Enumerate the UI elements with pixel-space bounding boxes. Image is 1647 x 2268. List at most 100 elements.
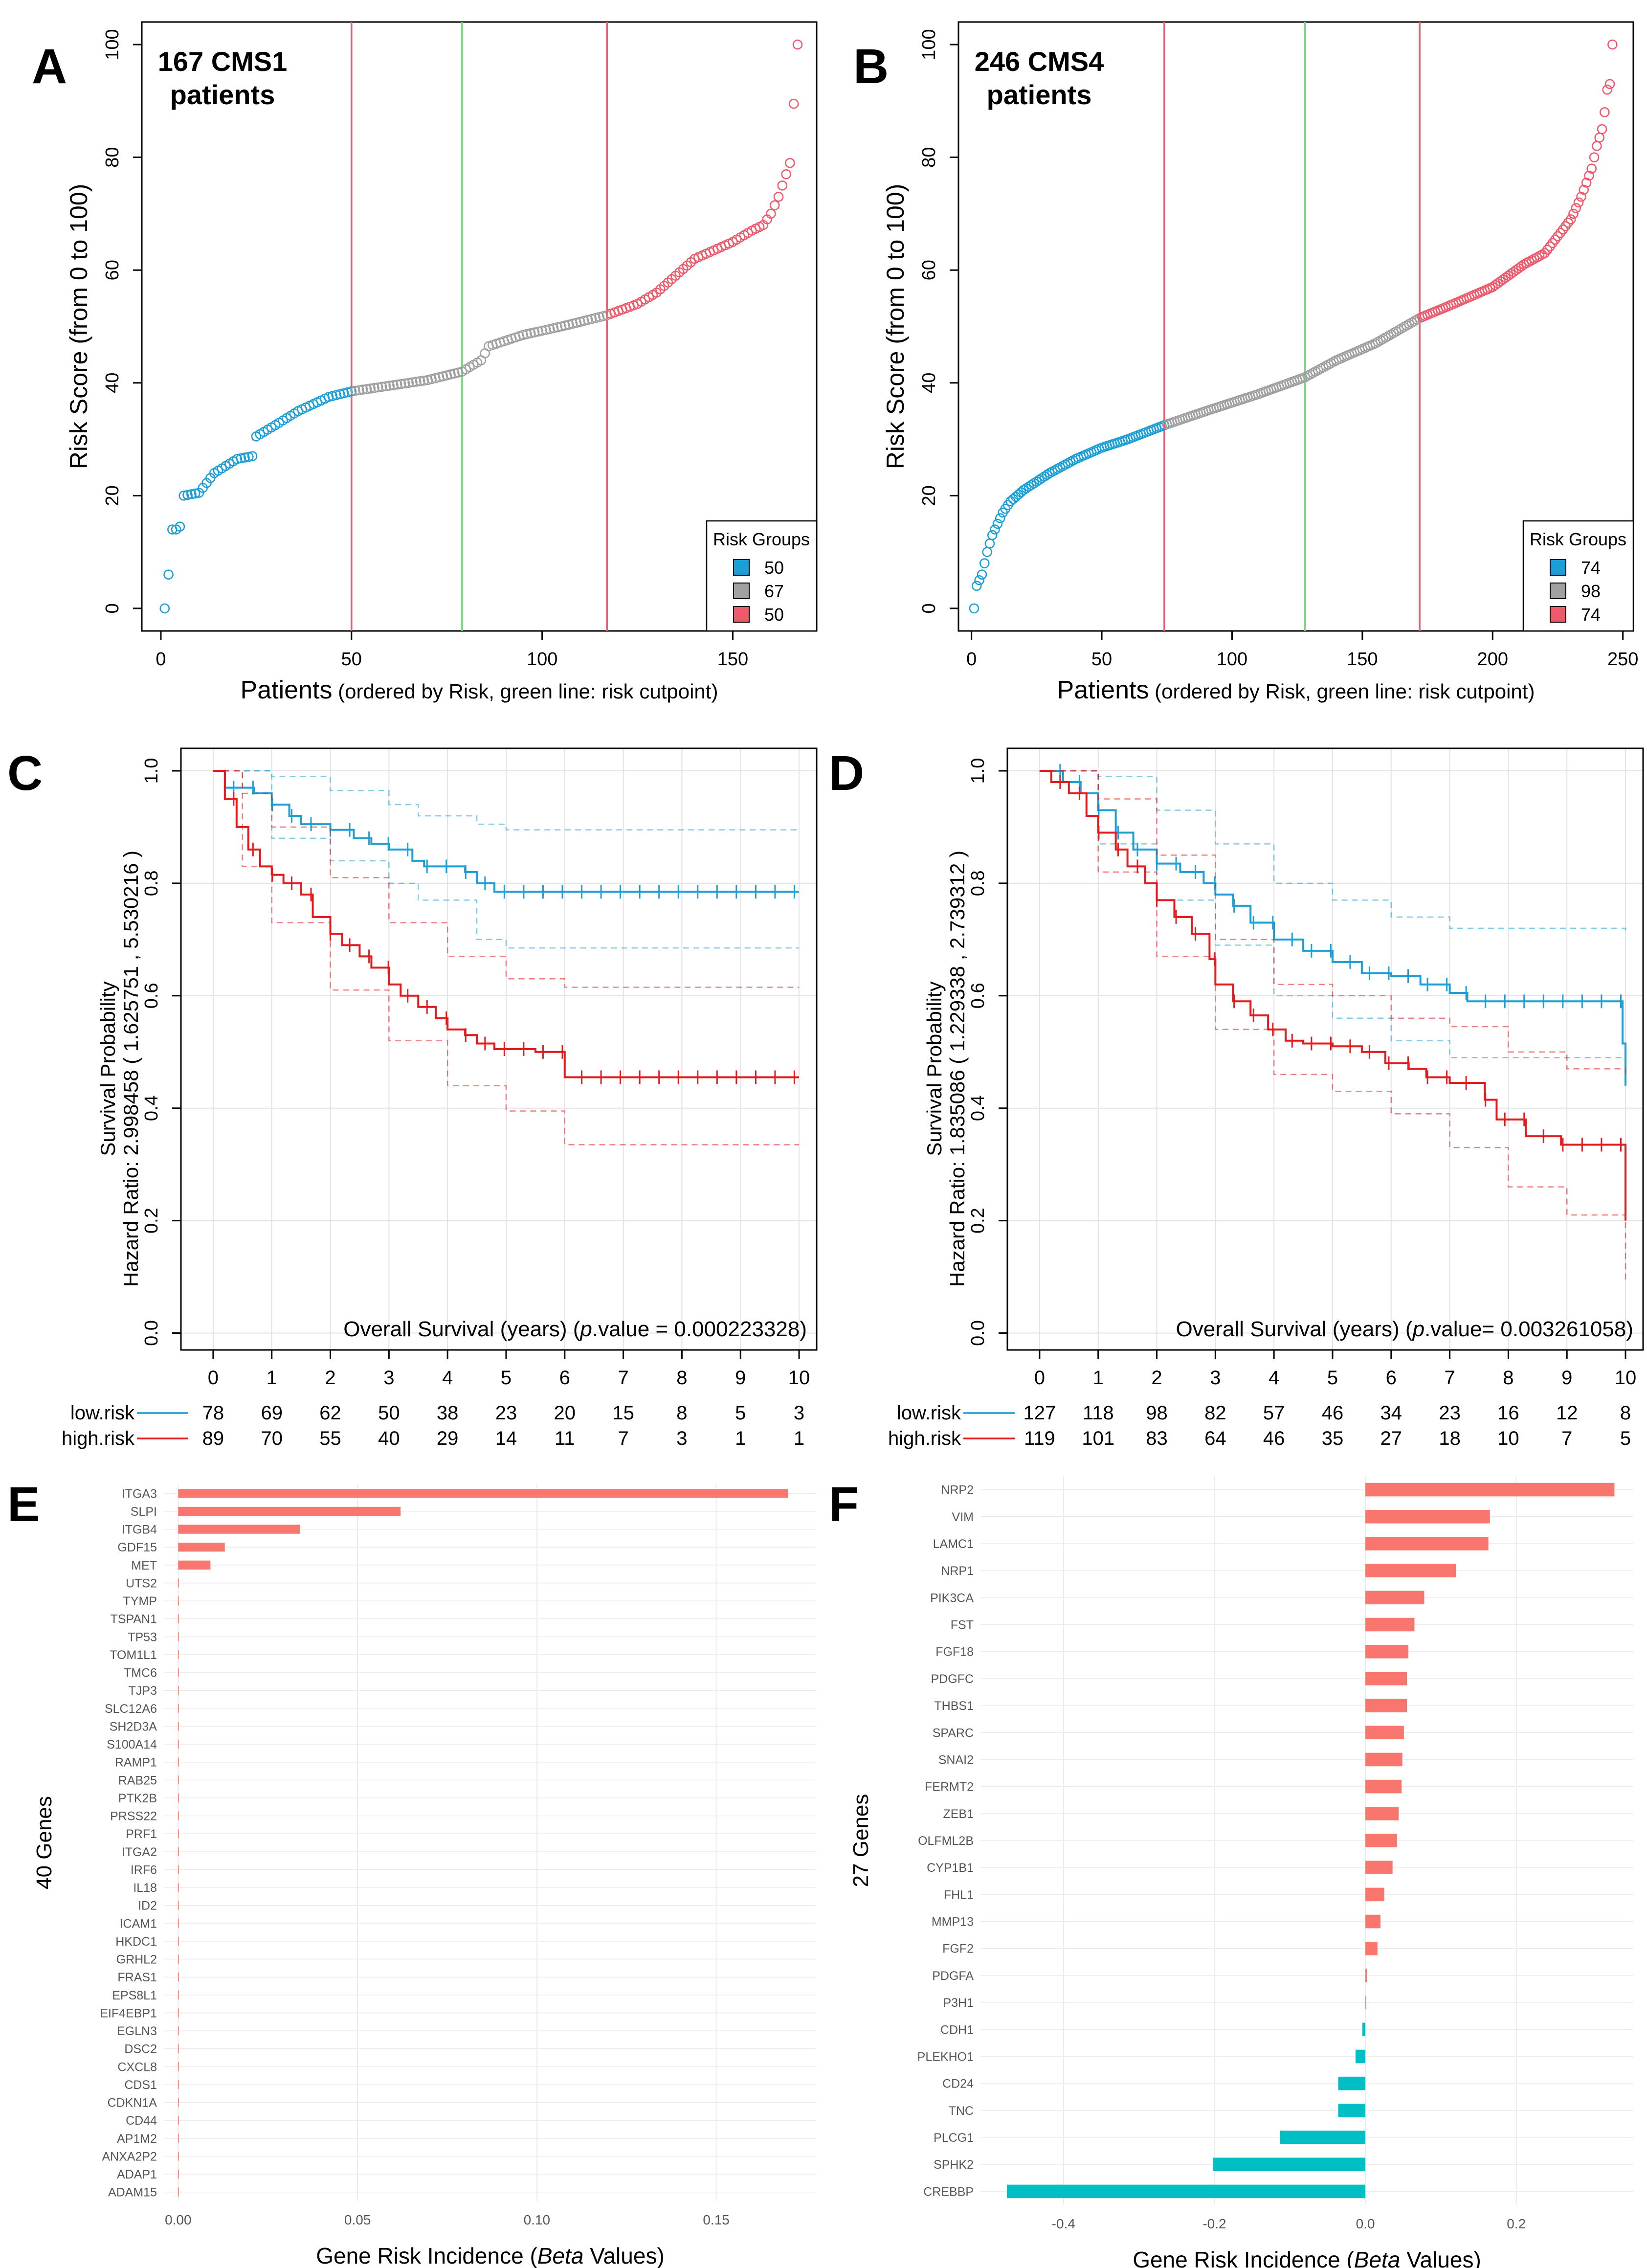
legend-title: Risk Groups [713, 529, 810, 549]
risk-table-count: 23 [1439, 1402, 1461, 1424]
risk-score-point [1584, 170, 1594, 181]
x-axis-label-part: p [579, 1317, 592, 1341]
bar [178, 2080, 179, 2089]
bar [1365, 1726, 1404, 1740]
risk-score-point [1602, 85, 1613, 95]
bar [1365, 1644, 1409, 1659]
bar [178, 2062, 179, 2071]
high.risk-ci-upper [1039, 770, 1626, 1075]
risk-score-point [1592, 141, 1602, 151]
legend-box [706, 520, 818, 632]
x-tick-label: 6 [1386, 1367, 1397, 1389]
x-tick-label: 0 [208, 1367, 219, 1389]
bar [1365, 1482, 1615, 1497]
risk-score-point [1600, 107, 1610, 117]
x-tick-label: 0.15 [703, 2212, 730, 2227]
gene-label: FGF18 [935, 1645, 974, 1659]
bar [1365, 1969, 1367, 1982]
panel-letter: B [853, 39, 889, 94]
y-tick-label: 20 [919, 485, 939, 506]
risk-score-point [979, 558, 990, 568]
bar [1365, 1887, 1384, 1902]
x-tick-label: 250 [1607, 649, 1638, 670]
x-axis-label-main: Patients [1057, 676, 1149, 704]
risk-score-point [159, 603, 170, 614]
risk-score-point [560, 320, 570, 331]
risk-score-point [403, 378, 414, 388]
low.risk-ci-lower [213, 770, 800, 949]
risk-score-point [548, 323, 559, 334]
risk-score-point [537, 325, 547, 336]
risk-score-point [415, 376, 425, 386]
risk-score-point [552, 322, 563, 333]
y-axis-label: 27 Genes [849, 1794, 873, 1887]
y-tick-label: 1.0 [968, 758, 988, 784]
chart-title-line2: patients [170, 79, 275, 110]
x-axis-label: Overall Survival (years) (p.value= 0.003… [1176, 1317, 1634, 1341]
bar [178, 1704, 179, 1713]
gene-label: TOM1L1 [110, 1648, 157, 1662]
low.risk-survival-curve [213, 769, 800, 893]
x-axis-label: Patients (ordered by Risk, green line: r… [241, 676, 718, 704]
risk-score-point [541, 325, 551, 335]
risk-table-label: low.risk [70, 1402, 135, 1424]
x-axis-label-part: Values) [1400, 2247, 1481, 2268]
bar [178, 1506, 401, 1516]
risk-table-count: 34 [1380, 1402, 1402, 1424]
bar [178, 2008, 179, 2018]
bar [1365, 1996, 1366, 2009]
risk-table-count: 70 [261, 1428, 283, 1449]
risk-score-point [357, 384, 368, 395]
x-tick-label: 0.2 [1507, 2216, 1526, 2231]
risk-table-count: 7 [618, 1428, 628, 1449]
risk-table-count: 7 [1561, 1428, 1572, 1449]
bar [1365, 1591, 1424, 1605]
y-tick-label: 0 [919, 603, 939, 613]
bar [1280, 2131, 1366, 2144]
x-tick-label: 3 [383, 1367, 394, 1389]
risk-table-count: 16 [1497, 1402, 1519, 1424]
x-tick-label: 9 [735, 1367, 746, 1389]
panel-letter: A [32, 39, 67, 94]
gene-label: TP53 [128, 1630, 157, 1644]
risk-score-point [365, 383, 376, 394]
gene-label: ICAM1 [120, 1917, 157, 1931]
y-tick-label: 0.4 [141, 1095, 162, 1121]
gene-label: TSPAN1 [111, 1613, 157, 1626]
bar [178, 1614, 179, 1623]
risk-score-point [567, 318, 578, 329]
gene-label: FGF2 [942, 1942, 974, 1956]
risk-score-point [1571, 203, 1581, 213]
legend-label: 67 [764, 581, 784, 601]
bar [1365, 1564, 1456, 1577]
x-tick-label: 3 [1210, 1367, 1221, 1389]
risk-score-point [419, 375, 429, 386]
y-axis-label: 40 Genes [32, 1796, 56, 1889]
risk-score-point [400, 378, 410, 389]
panel-f-bars: NRP2 VIM LAMC1 NRP1 PIK3CA FST FGF18 PDGFC THBS1… [849, 1476, 1633, 2268]
risk-table-count: 40 [378, 1428, 400, 1449]
risk-table-count: 29 [437, 1428, 459, 1449]
x-axis-label-main: Patients [241, 676, 333, 704]
gene-label: SPHK2 [934, 2158, 974, 2172]
bar [178, 1543, 225, 1552]
x-tick-label: 50 [341, 649, 362, 670]
x-tick-label: 10 [788, 1367, 810, 1389]
gene-label: FHL1 [944, 1888, 974, 1902]
y-tick-label: 0.4 [968, 1095, 988, 1121]
risk-table-count: 89 [202, 1428, 224, 1449]
gene-label: MMP13 [932, 1915, 974, 1929]
risk-score-point [335, 389, 345, 400]
bar [178, 2169, 179, 2179]
risk-score-point [178, 491, 189, 501]
gene-label: SH2D3A [110, 1720, 157, 1733]
x-axis-label: Gene Risk Incidence (Beta Values) [1133, 2247, 1481, 2268]
gene-label: ADAP1 [117, 2168, 157, 2181]
gene-label: TMC6 [124, 1666, 157, 1680]
risk-score-point [773, 192, 784, 202]
risk-score-point [384, 381, 395, 391]
high.risk-survival-curve [213, 769, 800, 1078]
risk-score-point [571, 317, 582, 328]
